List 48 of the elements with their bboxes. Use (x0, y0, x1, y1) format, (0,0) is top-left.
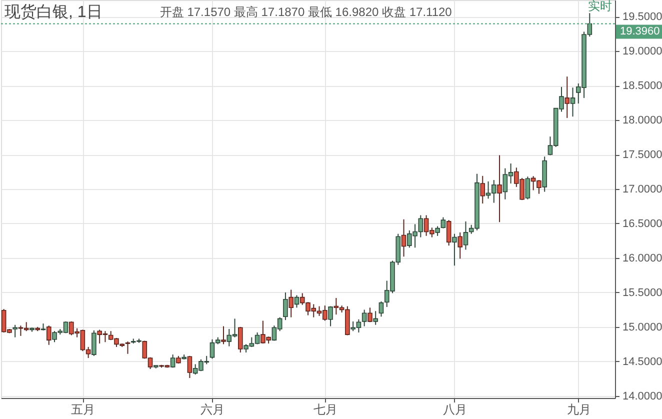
candlestick (92, 330, 96, 356)
candlestick (401, 218, 406, 258)
candlestick (294, 294, 300, 308)
candlestick (373, 310, 378, 326)
annotation: 实时 (588, 0, 612, 13)
candlestick (458, 232, 462, 260)
y-tick-label: 19.5000 (622, 11, 662, 24)
candlestick (46, 325, 52, 346)
y-tick-label: 18.0000 (622, 114, 662, 127)
y-tick-label: 17.5000 (622, 149, 662, 162)
candlestick (570, 87, 576, 118)
candlestick (288, 289, 294, 318)
y-tick-label: 16.0000 (622, 252, 662, 264)
candlestick (525, 176, 530, 200)
chart-title: 现货白银, 1日 (4, 3, 102, 21)
candlestick (497, 154, 502, 223)
candlestick (440, 216, 446, 229)
candlestick (463, 220, 468, 250)
candlestick (328, 306, 333, 327)
candlestick (238, 326, 243, 353)
candlestick (187, 355, 192, 378)
y-tick-label: 15.5000 (622, 286, 662, 299)
candlestick (564, 76, 570, 118)
candlestick (446, 220, 452, 246)
candlestick (480, 175, 486, 204)
candlestick (12, 324, 18, 338)
candlestick (125, 340, 130, 354)
x-tick-label: 七月 (313, 402, 338, 416)
y-tick-label: 15.0000 (622, 321, 662, 334)
y-tick-label: 14.5000 (622, 356, 662, 368)
ref-line-label: 19.3960 (620, 26, 660, 38)
chart-subtitle: 开盘 17.1570 最高 17.1870 最低 16.9820 收盘 17.1120 (160, 5, 452, 19)
x-tick-label: 六月 (200, 402, 225, 416)
y-tick-label: 19.0000 (622, 46, 662, 58)
candlestick (378, 300, 384, 318)
y-tick-label: 14.0000 (622, 390, 662, 402)
candlestick (221, 326, 226, 345)
x-tick-label: 八月 (442, 402, 467, 416)
candlestick (283, 292, 288, 321)
candlestick (170, 354, 176, 368)
y-tick-label: 17.0000 (622, 184, 662, 196)
y-tick-label: 18.5000 (622, 80, 662, 92)
candlestick (435, 226, 440, 236)
y-tick-label: 16.5000 (622, 218, 662, 230)
x-tick-label: 九月 (566, 402, 591, 416)
x-tick-label: 五月 (71, 402, 96, 416)
candlestick (368, 307, 372, 323)
candlestick (452, 233, 457, 266)
